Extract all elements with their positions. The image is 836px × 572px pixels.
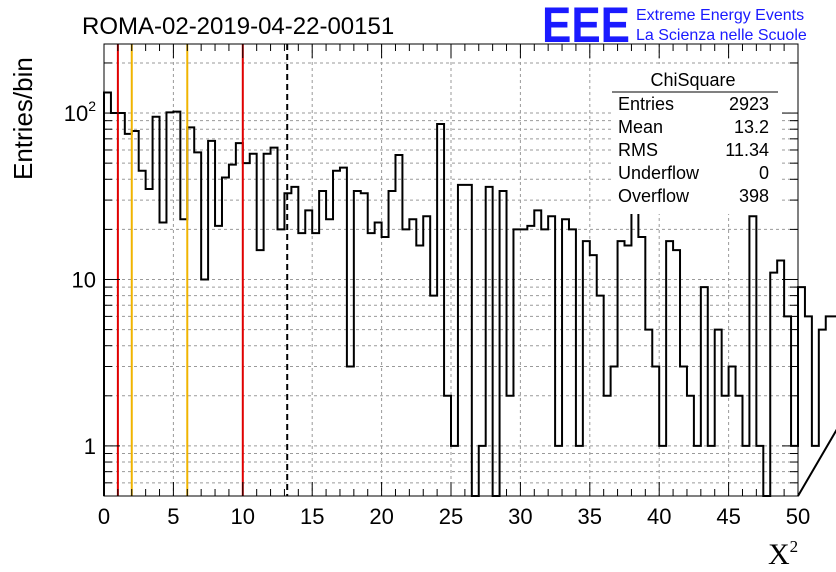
stats-value-underflow: 0 xyxy=(759,163,769,183)
y-tick-label-exponent: 2 xyxy=(88,98,96,114)
x-tick-label: 5 xyxy=(167,504,179,529)
stats-label-mean: Mean xyxy=(618,117,663,137)
stats-label-overflow: Overflow xyxy=(618,186,690,206)
stats-value-rms: 11.34 xyxy=(725,140,769,160)
y-tick-label-base: 10 xyxy=(64,101,88,126)
x-tick-label: 25 xyxy=(439,504,463,529)
eee-logo: EEE xyxy=(542,0,630,53)
run-title: ROMA-02-2019-04-22-00151 xyxy=(82,13,394,40)
y-tick-label-base: 1 xyxy=(84,434,96,459)
x-tick-label: 35 xyxy=(578,504,602,529)
org-subtitle: La Scienza nelle Scuole xyxy=(636,27,807,44)
vertical-lines-layer xyxy=(116,44,289,496)
org-name: Extreme Energy Events xyxy=(636,7,804,24)
y-axis-label: Entries/bin xyxy=(8,57,38,180)
stats-label-underflow: Underflow xyxy=(618,163,700,183)
x-tick-label: 20 xyxy=(369,504,393,529)
y-tick-label: 10 xyxy=(72,267,96,292)
x-tick-label: 10 xyxy=(231,504,255,529)
y-tick-label-base: 10 xyxy=(72,267,96,292)
x-tick-label: 45 xyxy=(716,504,740,529)
stats-label-entries: Entries xyxy=(618,94,674,114)
stats-box: ChiSquare Entries 2923 Mean 13.2 RMS 11.… xyxy=(612,64,782,214)
stats-value-overflow: 398 xyxy=(739,186,769,206)
stats-value-mean: 13.2 xyxy=(734,117,769,137)
x-axis-label-superscript: 2 xyxy=(790,537,799,556)
stats-label-rms: RMS xyxy=(618,140,658,160)
x-axis-label: X2 xyxy=(768,537,798,571)
x-tick-label: 30 xyxy=(508,504,532,529)
y-tick-label: 102 xyxy=(64,98,96,126)
y-tick-label: 1 xyxy=(84,434,96,459)
x-tick-label: 0 xyxy=(98,504,110,529)
x-tick-label: 15 xyxy=(300,504,324,529)
x-tick-label: 40 xyxy=(647,504,671,529)
stats-value-entries: 2923 xyxy=(729,94,769,114)
x-axis-label-base: X xyxy=(768,538,790,571)
x-tick-label: 50 xyxy=(786,504,810,529)
histogram-layer xyxy=(103,91,836,497)
histogram-outline xyxy=(103,91,836,497)
stats-title: ChiSquare xyxy=(650,70,735,90)
stats-box-background xyxy=(612,64,782,214)
